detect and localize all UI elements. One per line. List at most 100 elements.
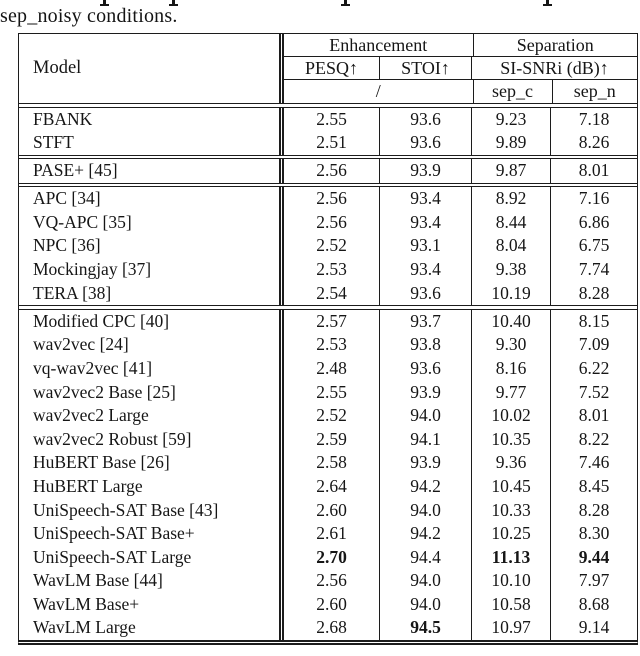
cropped-caption-line <box>0 0 640 7</box>
cell-pesq: 2.54 <box>284 281 380 306</box>
cell-stoi: 93.9 <box>380 159 472 183</box>
cell-sep-n: 7.46 <box>578 452 610 473</box>
cell-pesq: 2.55 <box>284 107 380 132</box>
table-row: Modified CPC [40] 2.57 93.7 10.40 8.15 <box>19 309 637 334</box>
cell-stoi: 93.9 <box>380 380 472 405</box>
cell-sep-n: 8.28 <box>578 499 610 520</box>
cell-model: NPC [36] <box>19 234 284 259</box>
cell-stoi: 93.4 <box>380 258 472 282</box>
group-separator-double-rule <box>19 154 637 160</box>
cell-sep-c: 9.87 <box>472 159 551 183</box>
table-row: STFT 2.51 93.6 9.89 8.26 <box>19 131 637 155</box>
header-row-conditions: / sep_c sep_n <box>284 80 637 103</box>
cell-pesq: 2.56 <box>284 187 380 211</box>
cell-pesq: 2.59 <box>284 427 380 452</box>
cell-model: HuBERT Base [26] <box>19 451 284 475</box>
table-row: HuBERT Large 2.64 94.2 10.45 8.45 <box>19 474 637 499</box>
cell-pesq: 2.55 <box>284 380 380 405</box>
table-header-metrics: Enhancement Separation PESQ↑ STOI↑ SI-SN… <box>284 34 637 103</box>
cell-model: WavLM Base+ <box>19 592 284 617</box>
cell-pesq: 2.56 <box>284 210 380 235</box>
table-row: HuBERT Base [26] 2.58 93.9 9.36 7.46 <box>19 451 637 475</box>
cell-sep-c: 10.10 <box>472 569 551 593</box>
table-row: WavLM Large 2.68 94.5 10.97 9.14 <box>19 616 637 641</box>
cell-model: Mockingjay [37] <box>19 258 284 282</box>
cell-stoi: 93.6 <box>380 281 472 306</box>
table-header: Model Enhancement Separation PESQ↑ STOI↑… <box>19 34 637 103</box>
table-row: UniSpeech-SAT Base [43] 2.60 94.0 10.33 8.28 <box>19 498 637 523</box>
cropped-caption-remnant <box>341 0 350 6</box>
cell-model: wav2vec2 Robust [59] <box>19 427 284 452</box>
cell-model: WavLM Large <box>19 616 284 641</box>
cell-stoi: 94.2 <box>380 474 472 499</box>
table-row: FBANK 2.55 93.6 9.23 7.18 <box>19 107 637 132</box>
cell-sep-n: 8.15 <box>578 310 610 331</box>
cell-model: wav2vec2 Large <box>19 404 284 428</box>
table-row: APC [34] 2.56 93.4 8.92 7.16 <box>19 187 637 211</box>
table-row: VQ-APC [35] 2.56 93.4 8.44 6.86 <box>19 210 637 235</box>
cell-stoi: 94.0 <box>380 498 472 523</box>
cell-stoi: 93.9 <box>380 451 472 475</box>
table-row: WavLM Base [44] 2.56 94.0 10.10 7.97 <box>19 569 637 593</box>
cell-sep-c: 10.02 <box>472 404 551 428</box>
cell-stoi: 93.6 <box>380 107 472 132</box>
table-row: wav2vec [24] 2.53 93.8 9.30 7.09 <box>19 333 637 357</box>
table-row: PASE+ [45] 2.56 93.9 9.87 8.01 <box>19 159 637 183</box>
cell-sep-n: 8.45 <box>578 475 610 496</box>
cropped-caption-remnant <box>543 0 552 6</box>
cell-sep-c: 8.16 <box>472 356 551 381</box>
table-row: wav2vec2 Base [25] 2.55 93.9 9.77 7.52 <box>19 380 637 405</box>
cell-sep-c: 9.36 <box>472 451 551 475</box>
table-row: vq-wav2vec [41] 2.48 93.6 8.16 6.22 <box>19 356 637 381</box>
cell-sep-n: 9.14 <box>578 617 610 638</box>
cell-sep-n: 6.22 <box>578 357 610 378</box>
group-separator-double-rule <box>19 305 637 310</box>
cell-sep-n: 7.52 <box>578 381 610 402</box>
column-header-model: Model <box>19 34 284 103</box>
cell-sep-c: 9.89 <box>472 131 551 155</box>
cell-stoi: 93.4 <box>380 210 472 235</box>
cell-stoi: 93.6 <box>380 356 472 381</box>
cell-pesq: 2.52 <box>284 404 380 428</box>
cell-sep-n: 7.18 <box>578 108 610 129</box>
cell-sep-c: 8.92 <box>472 187 551 211</box>
cell-model: VQ-APC [35] <box>19 210 284 235</box>
cell-sep-n: 8.68 <box>578 593 610 614</box>
cell-sep-n: 8.30 <box>578 523 610 544</box>
cell-sep-c: 8.44 <box>472 210 551 235</box>
cell-sep-n: 7.74 <box>578 259 610 280</box>
cell-model: vq-wav2vec [41] <box>19 356 284 381</box>
cell-model: UniSpeech-SAT Large <box>19 545 284 570</box>
cell-sep-n: 7.09 <box>578 334 610 355</box>
cell-pesq: 2.53 <box>284 258 380 282</box>
cell-pesq: 2.52 <box>284 234 380 259</box>
cell-stoi: 93.6 <box>380 131 472 155</box>
cell-sep-n: 8.26 <box>578 132 610 153</box>
cell-stoi: 94.0 <box>380 404 472 428</box>
header-slash: / <box>284 80 474 103</box>
cell-sep-c: 10.35 <box>472 427 551 452</box>
table-row: wav2vec2 Large 2.52 94.0 10.02 8.01 <box>19 404 637 428</box>
cropped-caption-remnant <box>100 0 109 6</box>
cell-sep-c: 11.13 <box>472 545 551 570</box>
cell-sep-c: 10.40 <box>472 309 551 334</box>
cell-pesq: 2.56 <box>284 569 380 593</box>
cell-sep-c: 10.97 <box>472 616 551 641</box>
cell-model: PASE+ [45] <box>19 159 284 183</box>
cell-sep-n: 6.75 <box>578 235 610 256</box>
cell-stoi: 93.7 <box>380 309 472 334</box>
cell-pesq: 2.70 <box>284 545 380 570</box>
cell-sep-n: 7.97 <box>578 570 610 591</box>
cell-model: TERA [38] <box>19 281 284 306</box>
cell-pesq: 2.61 <box>284 522 380 546</box>
results-table: Model Enhancement Separation PESQ↑ STOI↑… <box>18 33 638 646</box>
cell-model: Modified CPC [40] <box>19 309 284 334</box>
column-header-sep-n: sep_n <box>573 81 616 101</box>
cell-stoi: 94.1 <box>380 427 472 452</box>
cell-sep-n: 7.16 <box>578 188 610 209</box>
cell-model: FBANK <box>19 107 284 132</box>
cell-model: wav2vec [24] <box>19 333 284 357</box>
cell-model: WavLM Base [44] <box>19 569 284 593</box>
table-row: wav2vec2 Robust [59] 2.59 94.1 10.35 8.22 <box>19 427 637 452</box>
